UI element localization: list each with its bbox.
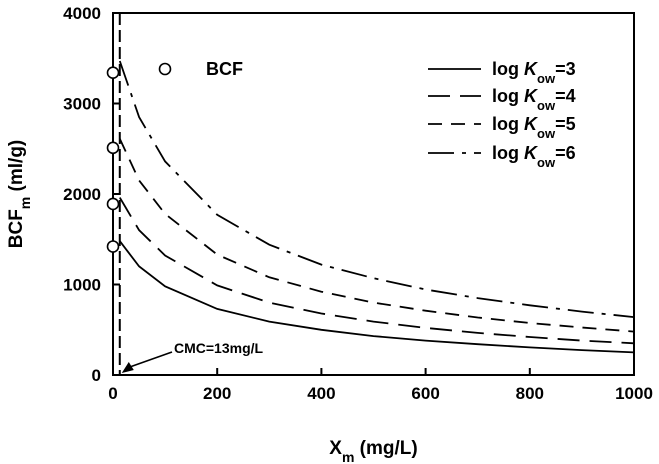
y-tick-label: 1000 xyxy=(63,276,101,295)
x-axis-label-main: X xyxy=(329,438,342,459)
y-axis-label-main: BCF xyxy=(6,209,27,248)
cmc-arrow-shaft xyxy=(129,351,173,368)
y-tick-label: 2000 xyxy=(63,185,101,204)
y-tick-label: 4000 xyxy=(63,4,101,23)
bcf-point xyxy=(106,197,120,211)
x-tick-label: 1000 xyxy=(615,384,653,403)
x-axis-label-sub: m xyxy=(342,449,354,464)
series-line-4 xyxy=(118,60,635,318)
legend-label-1: log Kow=3 xyxy=(492,59,576,86)
x-tick-label: 0 xyxy=(108,384,117,403)
series-line-2 xyxy=(119,197,635,345)
x-tick-label: 800 xyxy=(516,384,544,403)
cmc-arrow-head xyxy=(121,362,134,373)
cmc-annotation: CMC=13mg/L xyxy=(121,340,264,373)
x-tick-label: 400 xyxy=(307,384,335,403)
x-axis-label: Xm (mg/L) xyxy=(329,438,417,464)
cmc-annotation-label: CMC=13mg/L xyxy=(174,340,264,356)
x-tick-label: 600 xyxy=(411,384,439,403)
legend-label-4: log Kow=6 xyxy=(492,143,576,170)
legend-bcf-label: BCF xyxy=(206,59,243,79)
y-axis-label-sub: m xyxy=(17,197,33,209)
y-tick-label: 3000 xyxy=(63,95,101,114)
y-axis: 0 1000 2000 3000 4000 xyxy=(63,4,120,385)
bcf-point xyxy=(106,240,120,253)
legend-bcf-marker xyxy=(158,62,172,76)
y-axis-label-unit: (ml/g) xyxy=(6,140,27,197)
x-axis: 0 200 400 600 800 1000 xyxy=(108,368,653,403)
legend-label-2: log Kow=4 xyxy=(492,86,576,113)
series-layer xyxy=(118,13,635,375)
bcf-point xyxy=(106,66,120,80)
y-tick-label: 0 xyxy=(92,366,101,385)
series-line-1 xyxy=(119,240,635,354)
bcf-point xyxy=(106,141,120,155)
x-axis-label-unit: (mg/L) xyxy=(354,438,417,459)
bcf-points-layer xyxy=(106,66,120,253)
legend-label-3: log Kow=5 xyxy=(492,114,576,141)
y-axis-label: BCFm (ml/g) xyxy=(6,140,33,249)
x-tick-label: 200 xyxy=(203,384,231,403)
series-line-3 xyxy=(118,138,635,333)
